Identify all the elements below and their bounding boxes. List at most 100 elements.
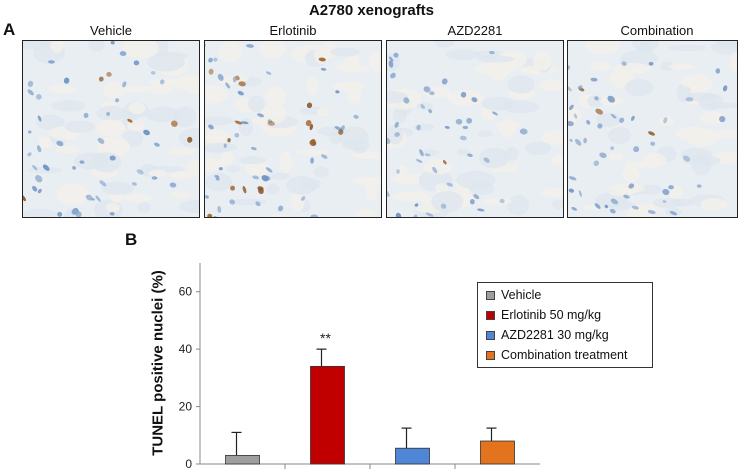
- nucleus: [83, 112, 89, 119]
- nucleus: [321, 154, 328, 159]
- stained-nucleus: [238, 81, 246, 87]
- legend-item-erlotinib: Erlotinib 50 mg/kg: [486, 307, 601, 323]
- nucleus: [119, 51, 127, 56]
- nucleus: [27, 80, 34, 88]
- nucleus: [685, 97, 694, 102]
- nucleus: [462, 125, 469, 130]
- stained-nucleus: [23, 194, 26, 202]
- nucleus: [619, 117, 625, 123]
- nucleus: [499, 198, 505, 204]
- image-label-erlotinib: Erlotinib: [269, 23, 317, 38]
- nucleus: [610, 146, 615, 151]
- nucleus: [72, 165, 76, 170]
- stained-nucleus: [127, 118, 133, 123]
- nucleus: [568, 176, 577, 181]
- nucleus: [432, 166, 438, 174]
- nucleus: [662, 200, 667, 203]
- nucleus: [471, 97, 478, 103]
- nucleus: [234, 132, 240, 138]
- nucleus: [444, 125, 450, 129]
- legend-item-combination: Combination treatment: [486, 347, 627, 363]
- nucleus: [669, 211, 678, 216]
- nucleus: [388, 56, 394, 62]
- nucleus: [423, 86, 431, 93]
- nucleus: [213, 57, 218, 62]
- nucleus: [79, 160, 85, 164]
- nucleus: [387, 189, 390, 197]
- nucleus: [460, 91, 467, 98]
- panel-a-label: A: [3, 20, 16, 39]
- nucleus: [569, 138, 573, 142]
- nucleus: [440, 203, 447, 209]
- nucleus: [27, 152, 32, 157]
- figure-title: A2780 xenografts: [308, 2, 435, 19]
- nucleus: [416, 124, 421, 131]
- image-label-combination: Combination: [620, 23, 694, 38]
- stained-nucleus: [258, 188, 264, 195]
- nucleus: [623, 194, 630, 199]
- nucleus: [590, 77, 598, 82]
- nucleus: [56, 140, 64, 147]
- nucleus: [594, 96, 599, 101]
- nucleus: [131, 182, 137, 186]
- nucleus: [310, 157, 314, 164]
- nucleus: [27, 130, 32, 134]
- nucleus: [483, 157, 490, 163]
- nucleus: [122, 81, 127, 88]
- legend-item-vehicle: Vehicle: [486, 287, 541, 303]
- nucleus: [492, 111, 498, 116]
- nucleus: [519, 128, 528, 135]
- nucleus: [604, 204, 609, 209]
- nucleus: [583, 137, 587, 144]
- stained-nucleus: [267, 121, 275, 126]
- nucleus: [109, 211, 115, 216]
- micrograph-azd2281: [386, 40, 564, 218]
- nucleus: [715, 68, 721, 74]
- nucleus: [477, 208, 485, 212]
- stained-nucleus: [208, 68, 214, 75]
- nucleus: [32, 165, 38, 171]
- nucleus: [115, 98, 119, 103]
- stained-nucleus: [187, 136, 193, 143]
- nucleus: [578, 190, 582, 197]
- nucleus: [597, 123, 603, 129]
- nucleus: [310, 214, 319, 217]
- nucleus: [668, 185, 674, 190]
- nucleus: [48, 60, 55, 64]
- stained-nucleus: [230, 185, 236, 191]
- nucleus: [719, 115, 726, 123]
- nucleus: [35, 94, 42, 100]
- stained-nucleus: [306, 102, 313, 109]
- nucleus: [473, 194, 480, 200]
- nucleus: [414, 203, 419, 207]
- nucleus: [630, 115, 635, 121]
- nucleus: [395, 212, 402, 217]
- nucleus: [428, 109, 433, 114]
- nucleus: [265, 167, 273, 173]
- legend-label-erlotinib: Erlotinib 50 mg/kg: [501, 308, 602, 322]
- nucleus: [610, 113, 617, 119]
- nucleus: [250, 146, 257, 151]
- bar-1: [310, 365, 345, 465]
- bar-2: [395, 447, 430, 465]
- nucleus: [151, 176, 158, 180]
- nucleus: [91, 198, 95, 201]
- nucleus: [568, 65, 571, 70]
- chart-legend: Vehicle Erlotinib 50 mg/kg AZD2281 30 mg…: [477, 282, 653, 368]
- legend-label-azd2281: AZD2281 30 mg/kg: [501, 328, 609, 342]
- nucleus: [57, 211, 63, 217]
- nucleus: [63, 77, 70, 84]
- nucleus: [571, 206, 578, 211]
- legend-swatch-vehicle: [486, 290, 495, 300]
- nucleus: [388, 60, 394, 68]
- nucleus: [232, 76, 237, 83]
- nucleus: [568, 188, 575, 193]
- nucleus: [647, 209, 656, 215]
- nucleus: [85, 194, 93, 201]
- nucleus: [396, 169, 400, 174]
- stained-nucleus: [309, 124, 314, 131]
- nucleus: [106, 112, 110, 116]
- nucleus: [208, 57, 213, 63]
- nucleus: [466, 117, 473, 124]
- nucleus: [628, 183, 635, 189]
